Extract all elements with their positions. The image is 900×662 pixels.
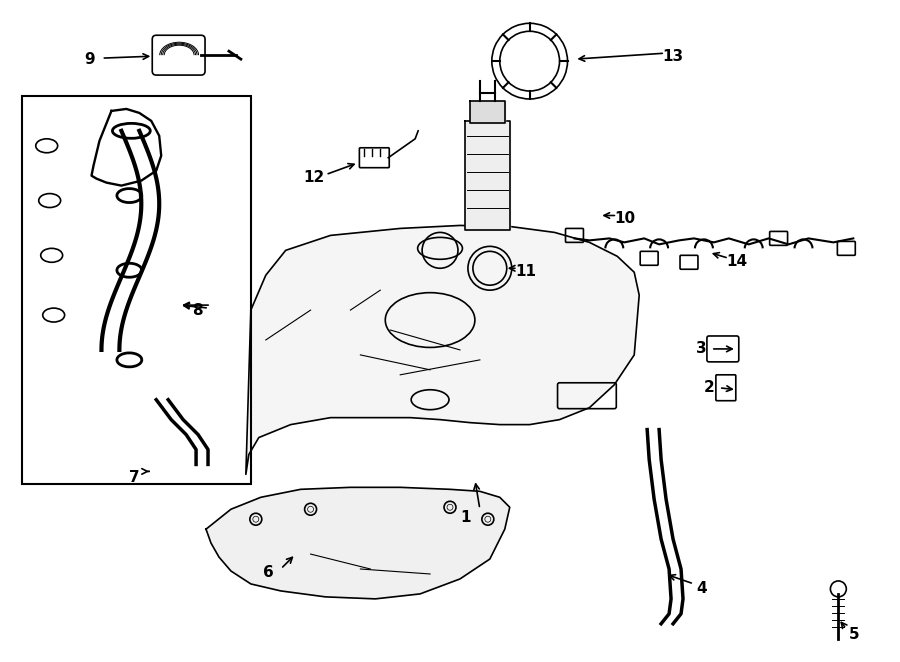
Text: 3: 3: [696, 342, 706, 356]
Polygon shape: [246, 226, 639, 475]
Polygon shape: [206, 487, 509, 599]
Text: 6: 6: [264, 565, 274, 581]
Text: 9: 9: [85, 52, 94, 67]
Text: 4: 4: [697, 581, 707, 596]
Polygon shape: [470, 101, 505, 123]
Bar: [22, 96, 251, 485]
Text: 2: 2: [704, 380, 715, 395]
Text: 13: 13: [662, 49, 684, 64]
Text: 14: 14: [726, 254, 747, 269]
Text: 12: 12: [303, 170, 324, 185]
Polygon shape: [465, 121, 509, 230]
Text: 5: 5: [849, 627, 859, 642]
Text: 8: 8: [192, 303, 202, 318]
Text: 11: 11: [515, 263, 536, 279]
Text: 7: 7: [129, 470, 140, 485]
Text: 10: 10: [615, 211, 635, 226]
Text: 1: 1: [461, 510, 472, 525]
